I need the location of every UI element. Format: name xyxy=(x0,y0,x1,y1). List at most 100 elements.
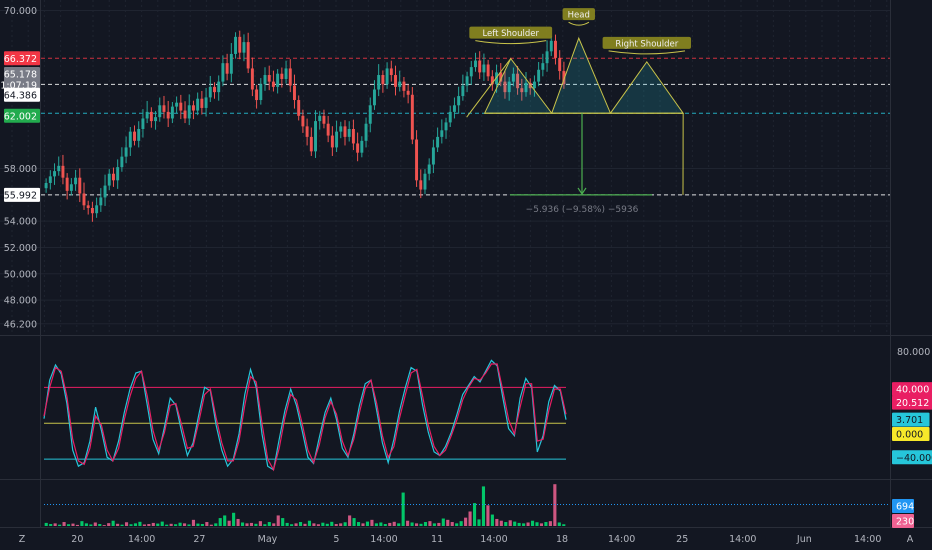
candle xyxy=(95,197,99,218)
volume-bar xyxy=(548,521,552,526)
volume-bar xyxy=(151,522,155,526)
candle-body xyxy=(293,85,296,101)
price-tick-label: 48.000 xyxy=(4,296,37,307)
candle xyxy=(381,70,385,93)
candle-body xyxy=(452,105,456,112)
head-label[interactable]: Head xyxy=(562,8,595,26)
candle xyxy=(482,53,486,81)
candle-body xyxy=(280,73,284,79)
volume-bar xyxy=(526,522,530,526)
candle xyxy=(225,53,229,81)
head-shoulders-pattern[interactable] xyxy=(466,36,685,195)
candle xyxy=(452,97,456,119)
candle xyxy=(280,67,284,88)
pattern-label-brace xyxy=(475,40,547,45)
volume-bar xyxy=(236,518,240,526)
volume-bar xyxy=(423,522,428,526)
pattern-label-text: Right Shoulder xyxy=(615,39,678,49)
volume-bar xyxy=(66,524,71,526)
left-shoulder-label[interactable]: Left Shoulder xyxy=(469,26,553,45)
price-tag-box xyxy=(4,87,40,102)
right-shoulder-label[interactable]: Right Shoulder xyxy=(602,36,692,55)
auto-scale-button[interactable]: A xyxy=(907,534,914,545)
volume-bar xyxy=(209,524,213,526)
price-tick-label: 52.000 xyxy=(4,243,37,254)
candle xyxy=(196,92,200,116)
candle-body xyxy=(238,36,242,53)
candle-body xyxy=(368,105,372,124)
candle-body xyxy=(402,81,406,91)
candle-body xyxy=(330,135,334,148)
candle-body xyxy=(507,81,511,93)
candle-body xyxy=(65,177,69,191)
volume-bar xyxy=(530,520,535,526)
volume-bar xyxy=(49,524,53,526)
candle xyxy=(478,51,482,79)
candle xyxy=(465,71,469,93)
candle-body xyxy=(166,111,170,119)
candle xyxy=(187,94,191,126)
volume-bar xyxy=(455,523,459,526)
measure-label: −5.936 (−9.58%) −5936 xyxy=(526,205,639,215)
candle-body xyxy=(137,128,141,141)
volume-bar xyxy=(321,522,325,526)
volume-bar xyxy=(446,519,450,526)
candle xyxy=(246,32,250,74)
candle xyxy=(511,67,515,87)
candle xyxy=(562,61,566,89)
candle xyxy=(170,102,174,124)
pattern-triangle[interactable] xyxy=(551,36,612,114)
candle xyxy=(326,115,330,143)
candle xyxy=(524,71,528,97)
candle-body xyxy=(322,115,326,124)
volume-bar xyxy=(365,521,370,526)
candle-body xyxy=(116,167,120,181)
candle-body xyxy=(111,173,115,181)
candle-body xyxy=(431,147,435,165)
candle xyxy=(288,59,292,93)
volume-bar xyxy=(93,522,97,526)
candle xyxy=(284,60,288,84)
volume-bar xyxy=(53,523,57,526)
candle xyxy=(372,80,376,110)
oscillator-tag: 40.000 xyxy=(892,382,932,397)
volume-bar xyxy=(553,484,557,526)
candle xyxy=(154,110,158,130)
oscillator-tag-text: 40.000 xyxy=(896,385,929,396)
candle xyxy=(377,64,381,97)
x-tick-label: 14:00 xyxy=(480,534,507,545)
candle-body xyxy=(250,68,254,90)
candle xyxy=(99,188,103,212)
timezone-button[interactable]: Z xyxy=(19,534,26,545)
candle-body xyxy=(318,115,322,122)
volume-bar xyxy=(472,503,477,526)
volume-bar xyxy=(481,486,486,526)
volume-bar xyxy=(102,525,106,526)
candle-body xyxy=(406,90,410,95)
candle-body xyxy=(103,185,107,198)
candle-body xyxy=(297,100,301,116)
candle-body xyxy=(372,89,376,106)
price-tag-box xyxy=(4,51,40,66)
candle-body xyxy=(309,136,313,152)
candle xyxy=(448,105,452,128)
volume-bar xyxy=(339,523,343,526)
candle-body xyxy=(99,197,103,206)
candle-body xyxy=(457,96,461,106)
volume-bar xyxy=(142,524,146,526)
candle xyxy=(532,75,536,97)
volume-bar xyxy=(535,522,539,526)
price-tag-text: 62.002 xyxy=(4,111,37,122)
candle xyxy=(503,70,507,99)
candles xyxy=(44,30,566,222)
candle xyxy=(330,126,334,156)
pattern-triangle[interactable] xyxy=(609,60,685,114)
volume-bar xyxy=(432,523,436,526)
candle-body xyxy=(314,121,317,152)
candle xyxy=(335,120,339,153)
volume-bar xyxy=(272,523,276,526)
candle-body xyxy=(351,128,355,144)
candle-body xyxy=(124,147,128,157)
volume-bar xyxy=(227,520,231,526)
